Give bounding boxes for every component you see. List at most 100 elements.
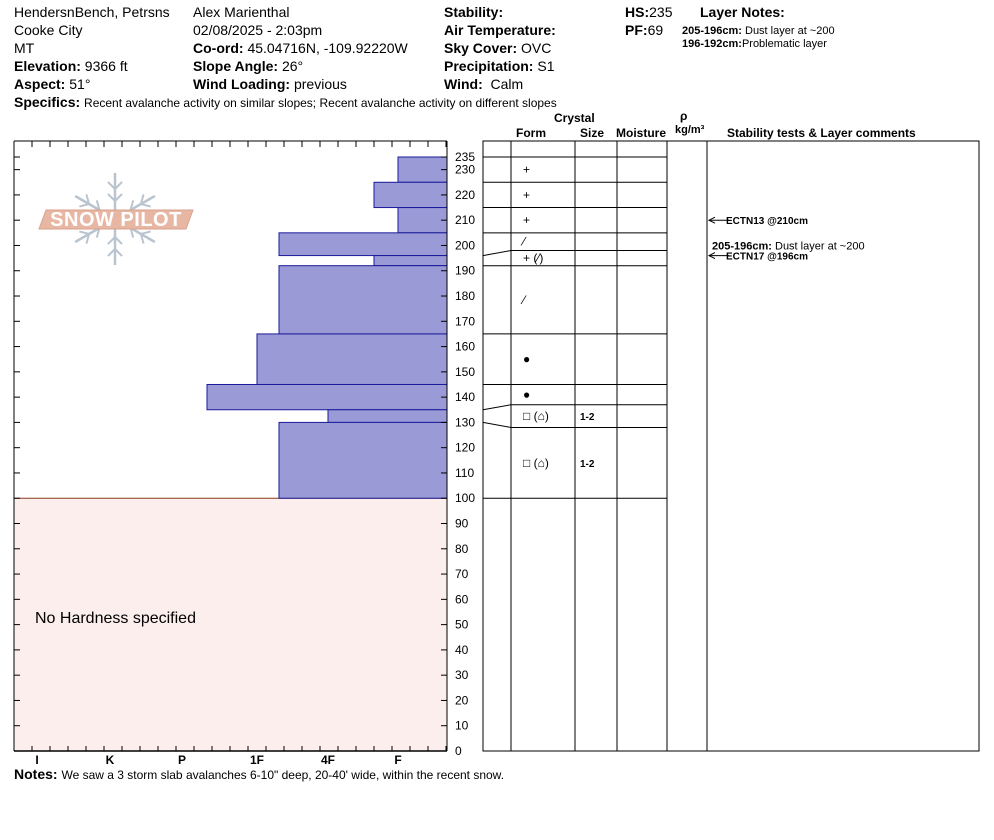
depth-label: 90 bbox=[455, 517, 469, 531]
logo-flake-branch bbox=[129, 200, 135, 211]
grain-size-8: 1-2 bbox=[580, 412, 595, 423]
depth-label: 30 bbox=[455, 668, 469, 682]
logo-flake-branch bbox=[114, 248, 123, 257]
depth-label: 190 bbox=[455, 264, 475, 278]
depth-label: 0 bbox=[455, 744, 462, 758]
grain-form-3: ⁄ bbox=[520, 235, 527, 249]
depth-label: 180 bbox=[455, 289, 475, 303]
grain-form-2: + bbox=[523, 213, 530, 227]
datetime: 02/08/2025 - 2:03pm bbox=[193, 22, 323, 38]
stability-test-0: ECTN13 @210cm bbox=[726, 216, 808, 227]
test-arrow-head bbox=[707, 252, 716, 260]
logo-flake-branch bbox=[129, 227, 135, 238]
hardness-label-f: F bbox=[394, 753, 401, 767]
wind: Wind: Calm bbox=[444, 76, 524, 92]
logo-flake-branch bbox=[85, 233, 90, 244]
hardness-bar-2 bbox=[397, 207, 448, 234]
no-hardness-label: No Hardness specified bbox=[35, 610, 196, 627]
table-frame bbox=[482, 140, 980, 752]
logo-flake-branch bbox=[79, 230, 90, 235]
depth-label: 80 bbox=[455, 542, 469, 556]
air-temperature: Air Temperature: bbox=[444, 22, 556, 38]
logo-text: SNOW PILOT bbox=[50, 209, 182, 231]
logo-flake-branch bbox=[140, 203, 151, 208]
slope-angle: Slope Angle: 26° bbox=[193, 58, 304, 74]
hardness-label-i: I bbox=[35, 753, 38, 767]
hardness-label-p: P bbox=[178, 753, 186, 767]
depth-connector bbox=[482, 404, 512, 411]
depth-connector bbox=[482, 250, 512, 257]
observer: Alex Marienthal bbox=[193, 4, 290, 20]
region: Cooke City bbox=[14, 22, 83, 38]
logo-flake-branch bbox=[114, 236, 123, 245]
wind-loading: Wind Loading: previous bbox=[193, 76, 347, 92]
depth-connector bbox=[482, 421, 512, 428]
depth-label: 70 bbox=[455, 567, 469, 581]
logo-flake-branch bbox=[107, 193, 116, 202]
hardness-bar-8 bbox=[327, 409, 448, 423]
depth-label: 140 bbox=[455, 390, 475, 404]
state: MT bbox=[14, 40, 35, 56]
logo-flake-branch bbox=[79, 203, 90, 208]
logo-flake-branch bbox=[107, 236, 116, 245]
sky-cover: Sky Cover: OVC bbox=[444, 40, 552, 56]
logo-flake-branch bbox=[107, 181, 116, 190]
layer-note-2: 196-192cm:Problematic layer bbox=[682, 38, 827, 50]
form-header: Form bbox=[516, 126, 546, 140]
specifics: Specifics: Recent avalanche activity on … bbox=[14, 94, 557, 110]
grain-form-0: + bbox=[523, 163, 530, 177]
logo-banner bbox=[38, 209, 194, 230]
stability: Stability: bbox=[444, 4, 504, 20]
comments-header: Stability tests & Layer comments bbox=[727, 126, 916, 140]
logo-flake-branch bbox=[95, 200, 101, 211]
depth-label: 235 bbox=[455, 150, 475, 164]
moisture-header: Moisture bbox=[616, 126, 667, 140]
hardness-bar-9 bbox=[278, 421, 448, 499]
grain-form-4: + (⁄) bbox=[523, 251, 543, 265]
depth-label: 150 bbox=[455, 365, 475, 379]
depth-label: 10 bbox=[455, 719, 469, 733]
grain-form-9: □ (⌂) bbox=[523, 456, 549, 470]
snowpilot-logo: SNOW PILOT bbox=[38, 173, 194, 265]
aspect: Aspect: 51° bbox=[14, 76, 91, 92]
coordinates: Co-ord: 45.04716N, -109.92220W bbox=[193, 40, 408, 56]
logo-flake-branch bbox=[140, 230, 151, 235]
depth-label: 160 bbox=[455, 340, 475, 354]
depth-label: 110 bbox=[455, 466, 474, 480]
grain-size-9: 1-2 bbox=[580, 459, 595, 470]
hardness-bar-6 bbox=[256, 333, 448, 385]
hardness-label-1f: 1F bbox=[250, 753, 264, 767]
hardness-bar-0 bbox=[397, 156, 448, 183]
grain-form-8: □ (⌂) bbox=[523, 409, 549, 423]
logo-flake-branch bbox=[140, 233, 145, 244]
depth-label: 50 bbox=[455, 618, 469, 632]
size-header: Size bbox=[580, 126, 605, 140]
elevation: Elevation: 9366 ft bbox=[14, 58, 128, 74]
grain-form-5: ⁄ bbox=[520, 293, 527, 307]
no-hardness-region bbox=[14, 498, 447, 751]
depth-label: 120 bbox=[455, 441, 475, 455]
depth-label: 200 bbox=[455, 238, 475, 252]
logo-flake-branch bbox=[107, 248, 116, 257]
logo-flake-branch bbox=[85, 194, 90, 205]
depth-label: 220 bbox=[455, 188, 475, 202]
hardness-bar-7 bbox=[206, 383, 448, 411]
depth-label: 170 bbox=[455, 314, 475, 328]
notes: Notes: We saw a 3 storm slab avalanches … bbox=[14, 766, 505, 782]
layer-note-1: 205-196cm: Dust layer at ~200 bbox=[682, 25, 835, 37]
crystal-header: Crystal bbox=[554, 111, 595, 125]
depth-label: 20 bbox=[455, 693, 469, 707]
precipitation: Precipitation: S1 bbox=[444, 58, 555, 74]
density-unit-header: kg/m³ bbox=[675, 124, 705, 136]
logo-flake-branch bbox=[114, 193, 123, 202]
grain-form-7: ● bbox=[523, 388, 530, 402]
logo-flake-branch bbox=[95, 227, 101, 238]
hardness-label-4f: 4F bbox=[321, 753, 335, 767]
location: HendersnBench, Petrsns bbox=[14, 4, 170, 20]
layer-comment-0: 205-196cm: Dust layer at ~200 bbox=[712, 240, 865, 252]
stability-test-1: ECTN17 @196cm bbox=[726, 252, 808, 263]
layer-notes-title: Layer Notes: bbox=[700, 4, 785, 20]
depth-label: 60 bbox=[455, 592, 469, 606]
depth-label: 40 bbox=[455, 643, 469, 657]
